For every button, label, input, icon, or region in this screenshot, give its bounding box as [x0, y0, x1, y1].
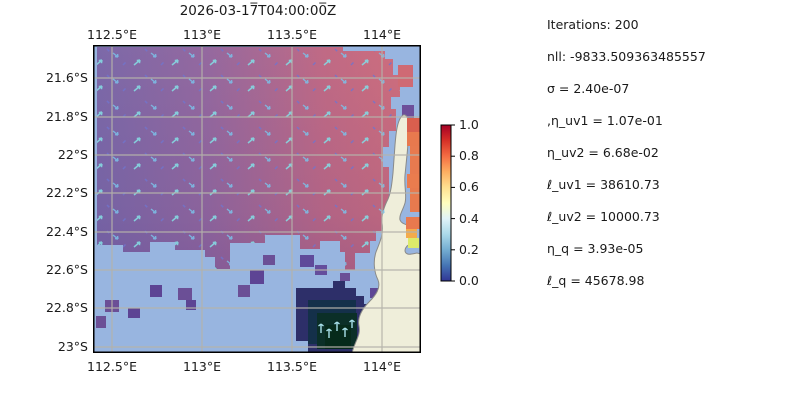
x-tick-top-114e: 114°E — [362, 27, 402, 42]
colorbar-ticks — [451, 124, 455, 282]
plot-title: 2026-03-17̅T04:00:00̅Z — [179, 3, 337, 19]
graticule — [93, 45, 421, 353]
x-tick-top-112-5e: 112.5°E — [87, 27, 137, 42]
colorbar-gradient — [440, 124, 452, 282]
stat-eta-uv1: ,η_uv1 = 1.07e-01 — [547, 113, 663, 128]
stat-ell-uv2: ℓ_uv2 = 10000.73 — [547, 209, 660, 224]
y-tick-22-6s: 22.6°S — [45, 262, 88, 277]
y-tick-22-4s: 22.4°S — [45, 224, 88, 239]
colorbar-label-0-8: 0.8 — [459, 148, 479, 163]
colorbar-label-0-2: 0.2 — [459, 242, 479, 257]
map-plot — [93, 45, 421, 353]
stat-ell-q: ℓ_q = 45678.98 — [547, 273, 645, 288]
x-tick-top-113-5e: 113.5°E — [267, 27, 317, 42]
y-tick-21-6s: 21.6°S — [45, 70, 88, 85]
y-tick-21-8s: 21.8°S — [45, 109, 88, 124]
x-tick-bottom-113-5e: 113.5°E — [267, 359, 317, 374]
stat-nll: nll: -9833.509363485557 — [547, 49, 706, 64]
colorbar-label-0-0: 0.0 — [459, 273, 479, 288]
colorbar-label-0-6: 0.6 — [459, 179, 479, 194]
x-tick-bottom-113e: 113°E — [182, 359, 222, 374]
plot-border — [93, 45, 421, 353]
stat-sigma: σ = 2.40e-07 — [547, 81, 630, 96]
dark-patch-arrows — [318, 319, 355, 338]
stat-eta-q: η_q = 3.93e-05 — [547, 241, 644, 256]
quiver-overlay — [97, 47, 400, 270]
colorbar-label-0-4: 0.4 — [459, 211, 479, 226]
x-tick-bottom-114e: 114°E — [362, 359, 402, 374]
x-tick-top-113e: 113°E — [182, 27, 222, 42]
y-tick-22s: 22°S — [57, 147, 88, 162]
y-tick-23s: 23°S — [57, 339, 88, 354]
x-tick-bottom-112-5e: 112.5°E — [87, 359, 137, 374]
gulf-cells — [406, 118, 421, 248]
colorbar-label-1-0: 1.0 — [459, 117, 479, 132]
y-tick-22-2s: 22.2°S — [45, 185, 88, 200]
dark-patch — [296, 281, 369, 352]
stat-ell-uv1: ℓ_uv1 = 38610.73 — [547, 177, 660, 192]
colorbar — [440, 124, 455, 282]
y-tick-22-8s: 22.8°S — [45, 300, 88, 315]
stat-iterations: Iterations: 200 — [547, 17, 639, 32]
stat-eta-uv2: η_uv2 = 6.68e-02 — [547, 145, 659, 160]
